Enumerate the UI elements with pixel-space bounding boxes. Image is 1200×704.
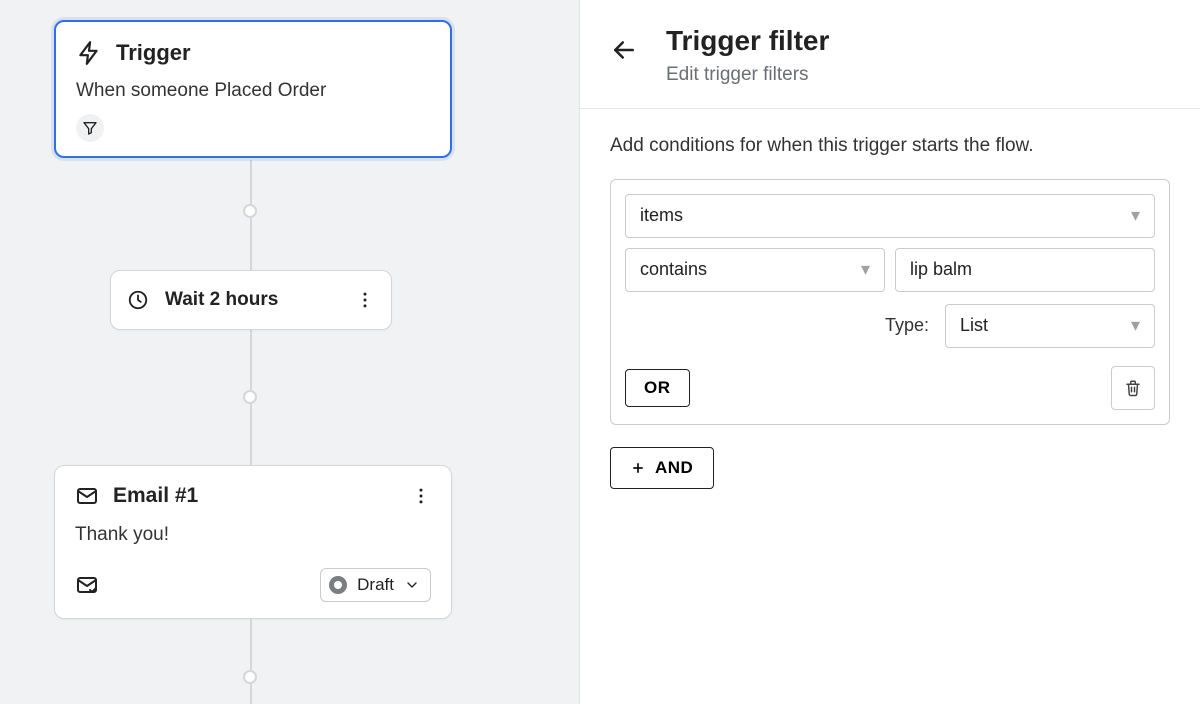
condition-property-value: items xyxy=(640,205,683,226)
panel-title: Trigger filter xyxy=(666,24,829,58)
condition-property-select[interactable]: items ▾ xyxy=(625,194,1155,238)
panel-body: Add conditions for when this trigger sta… xyxy=(580,109,1200,515)
filter-icon xyxy=(82,120,98,136)
mail-check-icon[interactable] xyxy=(75,573,99,597)
trigger-description: When someone Placed Order xyxy=(76,80,430,102)
canvas-inner: Trigger When someone Placed Order Wait 2… xyxy=(0,0,579,704)
mail-icon xyxy=(75,484,99,508)
clock-icon xyxy=(127,289,149,311)
and-button-label: AND xyxy=(655,458,693,478)
flow-port[interactable] xyxy=(243,670,257,684)
wait-label: Wait 2 hours xyxy=(165,289,339,311)
chevron-down-icon: ▾ xyxy=(1131,315,1140,336)
wait-card[interactable]: Wait 2 hours xyxy=(110,270,392,330)
delete-condition-button[interactable] xyxy=(1111,366,1155,410)
lightning-icon xyxy=(76,40,102,66)
or-button[interactable]: OR xyxy=(625,369,690,407)
chevron-down-icon: ▾ xyxy=(861,259,870,280)
trigger-title: Trigger xyxy=(116,40,191,66)
status-dot-icon xyxy=(329,576,347,594)
and-button[interactable]: AND xyxy=(610,447,714,489)
flow-port[interactable] xyxy=(243,390,257,404)
condition-group: items ▾ contains ▾ lip balm Type: List ▾ xyxy=(610,179,1170,425)
condition-type-label: Type: xyxy=(885,315,929,336)
condition-type-value: List xyxy=(960,315,988,336)
condition-value-text: lip balm xyxy=(910,259,972,280)
plus-icon xyxy=(631,461,645,475)
condition-value-input[interactable]: lip balm xyxy=(895,248,1155,292)
back-button[interactable] xyxy=(604,30,644,70)
condition-operator-value: contains xyxy=(640,259,707,280)
more-vert-icon[interactable] xyxy=(411,486,431,506)
panel-subtitle: Edit trigger filters xyxy=(666,64,829,86)
chevron-down-icon xyxy=(404,577,420,593)
settings-panel: Trigger filter Edit trigger filters Add … xyxy=(580,0,1200,704)
email-card[interactable]: Email #1 Thank you! Draft xyxy=(54,465,452,619)
condition-type-select[interactable]: List ▾ xyxy=(945,304,1155,348)
flow-connector-line xyxy=(250,160,252,704)
flow-port[interactable] xyxy=(243,204,257,218)
email-status-label: Draft xyxy=(357,575,394,595)
trigger-filter-badge[interactable] xyxy=(76,114,104,142)
chevron-down-icon: ▾ xyxy=(1131,205,1140,226)
email-subject: Thank you! xyxy=(75,524,431,546)
more-vert-icon[interactable] xyxy=(355,290,375,310)
email-title: Email #1 xyxy=(113,484,397,508)
email-status-dropdown[interactable]: Draft xyxy=(320,568,431,602)
arrow-left-icon xyxy=(609,35,639,65)
panel-instruction: Add conditions for when this trigger sta… xyxy=(610,135,1170,157)
or-button-label: OR xyxy=(644,378,671,397)
condition-operator-select[interactable]: contains ▾ xyxy=(625,248,885,292)
flow-canvas[interactable]: Trigger When someone Placed Order Wait 2… xyxy=(0,0,580,704)
panel-header: Trigger filter Edit trigger filters xyxy=(580,0,1200,109)
trigger-card[interactable]: Trigger When someone Placed Order xyxy=(54,20,452,158)
trash-icon xyxy=(1124,379,1142,397)
